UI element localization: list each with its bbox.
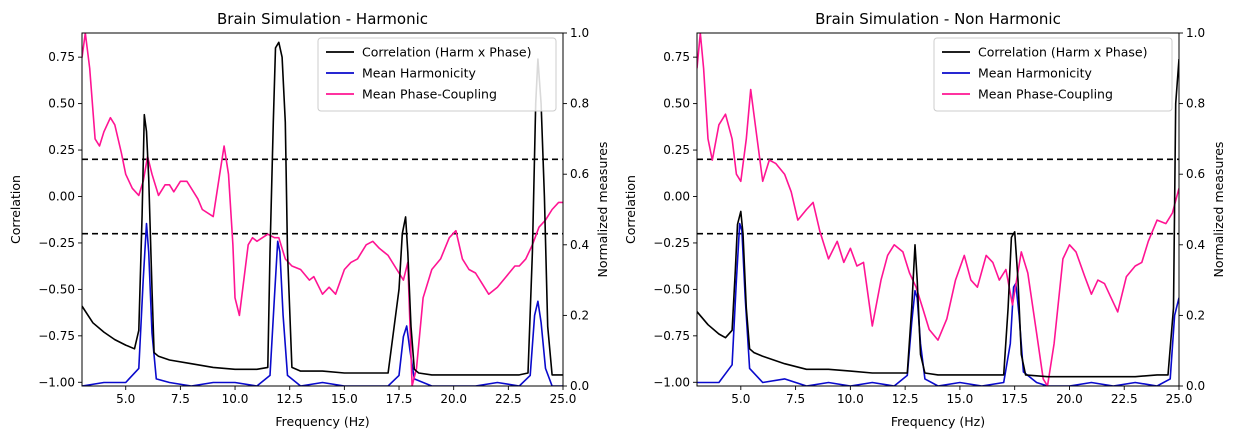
y-right-tick-label: 1.0: [570, 26, 589, 40]
x-tick-label: 7.5: [786, 392, 805, 406]
y-tick-label: −0.50: [653, 282, 690, 296]
x-tick-label: 10.0: [222, 392, 249, 406]
x-axis-label: Frequency (Hz): [275, 414, 369, 429]
y-tick-label: 0.50: [663, 97, 690, 111]
y-right-tick-label: 0.4: [1186, 238, 1205, 252]
y-right-axis-label: Normalized measures: [595, 142, 610, 278]
x-tick-label: 12.5: [276, 392, 303, 406]
y-tick-label: −1.00: [653, 375, 690, 389]
x-tick-label: 25.0: [550, 392, 577, 406]
y-tick-label: 0.75: [48, 50, 75, 64]
plot-area: [82, 33, 563, 386]
x-tick-label: 20.0: [1056, 392, 1083, 406]
x-tick-label: 17.5: [386, 392, 413, 406]
legend-label: Mean Phase-Coupling: [362, 87, 497, 102]
y-axis-label: Correlation: [8, 175, 23, 244]
y-right-tick-label: 0.8: [570, 97, 589, 111]
x-tick-label: 15.0: [947, 392, 974, 406]
legend: Correlation (Harm x Phase) Mean Harmonici…: [317, 37, 557, 112]
chart-title: Brain Simulation - Harmonic: [217, 10, 428, 28]
x-tick-label: 22.5: [495, 392, 522, 406]
x-tick-label: 5.0: [116, 392, 135, 406]
chart-panel-1: Brain Simulation - Harmonic 5.0 7.5 10.0 12.…: [8, 10, 610, 429]
y-right-tick-label: 0.6: [570, 167, 589, 181]
legend-box: [317, 37, 557, 112]
x-tick-label: 7.5: [171, 392, 190, 406]
y-tick-label: 0.25: [48, 143, 75, 157]
x-tick-label: 15.0: [331, 392, 358, 406]
y-tick-label: −0.50: [38, 282, 75, 296]
y-tick-label: −0.75: [38, 329, 75, 343]
x-tick-label: 22.5: [1111, 392, 1138, 406]
y-right-tick-label: 0.4: [570, 238, 589, 252]
plot-area: [697, 33, 1179, 386]
axes-frame: [81, 32, 564, 387]
y-right-tick-label: 1.0: [1186, 26, 1205, 40]
legend-label: Correlation (Harm x Phase): [978, 45, 1147, 60]
x-tick-label: 5.0: [731, 392, 750, 406]
series-line-correlation-harm-x-phase: [697, 58, 1179, 378]
x-tick-label: 10.0: [837, 392, 864, 406]
y-tick-label: −1.00: [38, 375, 75, 389]
legend-label: Correlation (Harm x Phase): [362, 45, 531, 60]
x-tick-label: 25.0: [1166, 392, 1193, 406]
y-right-axis-label: Normalized measures: [1211, 142, 1226, 278]
legend-label: Mean Phase-Coupling: [978, 87, 1113, 102]
y-tick-label: −0.25: [653, 236, 690, 250]
y-tick-label: −0.25: [38, 236, 75, 250]
chart-title: Brain Simulation - Non Harmonic: [815, 10, 1061, 28]
y-tick-label: 0.00: [48, 189, 75, 203]
x-tick-label: 17.5: [1001, 392, 1028, 406]
x-axis-label: Frequency (Hz): [891, 414, 985, 429]
y-tick-label: 0.50: [48, 97, 75, 111]
axes-frame: [696, 32, 1180, 387]
y-right-tick-label: 0.0: [570, 379, 589, 393]
x-tick-label: 20.0: [440, 392, 467, 406]
series-line-mean-harmonicity: [697, 222, 1179, 386]
legend-label: Mean Harmonicity: [978, 66, 1092, 81]
y-right-tick-label: 0.8: [1186, 97, 1205, 111]
series-line-mean-phase-coupling: [697, 33, 1179, 386]
legend-box: [933, 37, 1173, 112]
series-line-correlation-harm-x-phase: [82, 41, 563, 376]
y-right-tick-label: 0.0: [1186, 379, 1205, 393]
y-axis-label: Correlation: [623, 175, 638, 244]
y-tick-label: −0.75: [653, 329, 690, 343]
y-right-tick-label: 0.6: [1186, 167, 1205, 181]
y-tick-label: 0.00: [663, 189, 690, 203]
x-tick-label: 12.5: [892, 392, 919, 406]
y-tick-label: 0.25: [663, 143, 690, 157]
chart-panel-2: Brain Simulation - Non Harmonic 5.0 7.5 10.…: [623, 10, 1226, 429]
y-right-tick-label: 0.2: [570, 308, 589, 322]
series-line-mean-harmonicity: [82, 222, 563, 386]
legend: Correlation (Harm x Phase) Mean Harmonici…: [933, 37, 1173, 112]
y-tick-label: 0.75: [663, 50, 690, 64]
legend-label: Mean Harmonicity: [362, 66, 476, 81]
y-right-tick-label: 0.2: [1186, 308, 1205, 322]
